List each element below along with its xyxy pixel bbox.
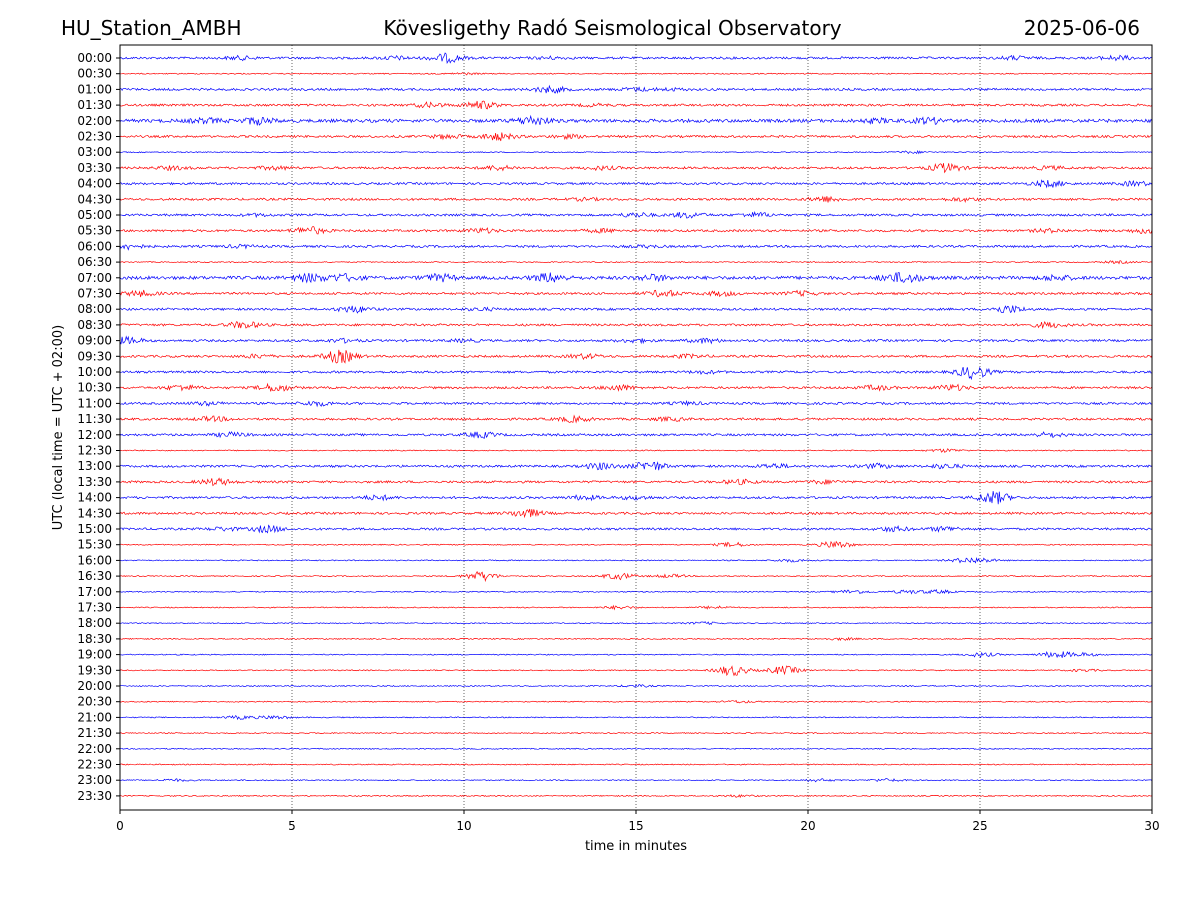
trace-1530 [119, 540, 1153, 549]
y-tick-label: 02:00 [77, 114, 112, 128]
trace-0900 [119, 335, 1153, 345]
y-tick-label: 12:00 [77, 428, 112, 442]
trace-2230 [119, 763, 1153, 766]
x-tick-label: 20 [800, 819, 815, 833]
y-tick-label: 09:30 [77, 349, 112, 363]
y-tick-label: 06:00 [77, 239, 112, 253]
vertical-grid [291, 45, 981, 810]
y-tick-label: 12:30 [77, 444, 112, 458]
y-tick-label: 08:00 [77, 302, 112, 316]
trace-0930 [119, 349, 1153, 364]
y-axis-label: UTC (local time = UTC + 02:00) [51, 325, 66, 530]
y-tick-label: 23:30 [77, 789, 112, 803]
x-tick-label: 5 [288, 819, 296, 833]
station-name: HU_Station_AMBH [61, 16, 242, 40]
trace-1800 [119, 621, 1153, 625]
y-tick-label: 20:30 [77, 695, 112, 709]
trace-0300 [119, 149, 1153, 155]
trace-1930 [119, 665, 1153, 677]
x-tick-label: 10 [456, 819, 471, 833]
trace-0100 [119, 84, 1153, 95]
x-axis-label: time in minutes [585, 839, 687, 854]
y-tick-label: 20:00 [77, 679, 112, 693]
chart-title: Kövesligethy Radó Seismological Observat… [383, 16, 842, 40]
y-tick-label: 15:30 [77, 538, 112, 552]
y-tick-label: 05:30 [77, 224, 112, 238]
y-tick-label: 23:00 [77, 773, 112, 787]
trace-1130 [119, 414, 1153, 424]
y-tick-label: 19:30 [77, 663, 112, 677]
trace-2200 [119, 747, 1153, 750]
trace-0700 [119, 272, 1153, 284]
y-tick-label: 02:30 [77, 130, 112, 144]
y-tick-label: 01:00 [77, 82, 112, 96]
trace-1300 [119, 461, 1153, 471]
y-tick-label: 22:30 [77, 758, 112, 772]
y-tick-label: 11:00 [77, 396, 112, 410]
x-tick-label: 25 [972, 819, 987, 833]
trace-1730 [119, 604, 1153, 611]
y-tick-label: 16:30 [77, 569, 112, 583]
trace-0500 [119, 211, 1153, 219]
y-tick-label: 09:00 [77, 334, 112, 348]
y-tick-label: 06:30 [77, 255, 112, 269]
y-tick-label: 13:00 [77, 459, 112, 473]
y-tick-label: 04:00 [77, 177, 112, 191]
chart-date: 2025-06-06 [1023, 16, 1140, 40]
y-tick-label: 03:30 [77, 161, 112, 175]
trace-1400 [119, 491, 1153, 505]
y-tick-label: 10:30 [77, 381, 112, 395]
trace-0200 [119, 114, 1153, 126]
trace-0230 [119, 132, 1153, 142]
y-tick-label: 00:30 [77, 67, 112, 81]
x-tick-label: 15 [628, 819, 643, 833]
y-tick-label: 00:00 [77, 51, 112, 65]
y-tick-label: 13:30 [77, 475, 112, 489]
y-tick-label: 15:00 [77, 522, 112, 536]
y-tick-label: 18:00 [77, 616, 112, 630]
y-tick-label: 01:30 [77, 98, 112, 112]
y-tick-label: 18:30 [77, 632, 112, 646]
y-tick-label: 14:00 [77, 491, 112, 505]
y-tick-label: 14:30 [77, 506, 112, 520]
y-tick-label: 07:30 [77, 287, 112, 301]
y-tick-label: 17:00 [77, 585, 112, 599]
seismic-traces [119, 52, 1153, 799]
x-axis-ticks: 0 5 10 15 20 25 30 [116, 810, 1160, 833]
trace-1100 [119, 399, 1153, 408]
y-tick-label: 08:30 [77, 318, 112, 332]
y-tick-label: 19:00 [77, 648, 112, 662]
y-tick-label: 05:00 [77, 208, 112, 222]
y-tick-label: 04:30 [77, 192, 112, 206]
y-tick-label: 17:30 [77, 601, 112, 615]
y-tick-label: 22:00 [77, 742, 112, 756]
y-tick-label: 07:00 [77, 271, 112, 285]
trace-0630 [120, 260, 1153, 265]
trace-0030 [119, 72, 1153, 76]
trace-2030 [119, 699, 1153, 704]
x-tick-label: 30 [1144, 819, 1159, 833]
trace-0530 [119, 225, 1153, 235]
y-tick-label: 11:30 [77, 412, 112, 426]
y-tick-label: 21:00 [77, 710, 112, 724]
trace-1330 [119, 477, 1153, 487]
y-tick-label: 03:00 [77, 145, 112, 159]
x-tick-label: 0 [116, 819, 124, 833]
y-tick-label: 16:00 [77, 553, 112, 567]
y-tick-label: 10:00 [77, 365, 112, 379]
trace-0730 [119, 289, 1153, 298]
y-tick-label: 21:30 [77, 726, 112, 740]
